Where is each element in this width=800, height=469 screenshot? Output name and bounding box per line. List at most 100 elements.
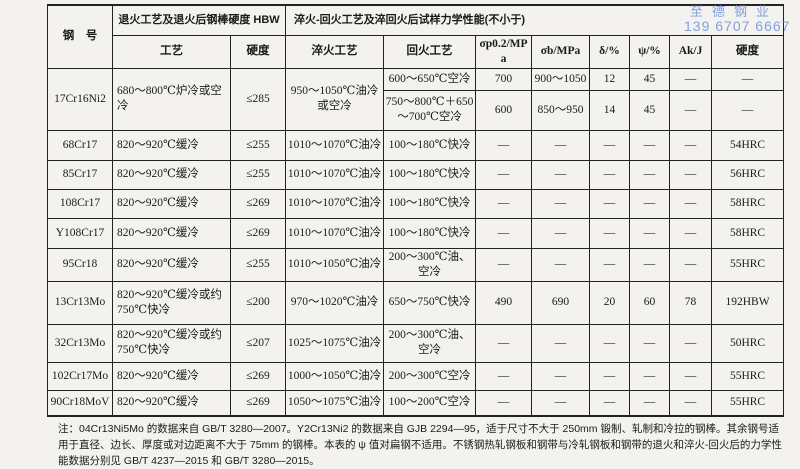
- annealing-process: 820～920℃缓冷: [112, 159, 231, 190]
- temper-process: 200～300℃油、空冷: [383, 247, 477, 282]
- quench-process: 1010～1070℃油冷: [285, 129, 385, 161]
- header-elongation: δ/%: [589, 34, 631, 69]
- quench-process: 950～1050℃油冷或空冷: [285, 67, 385, 131]
- table-row: 90Cr18MoV 820～920℃缓冷 ≤269 1050～1075℃油冷 100～2…: [47, 389, 785, 417]
- temper-process: 600～650℃空冷: [383, 67, 477, 91]
- reduction-area: —: [629, 323, 671, 363]
- reduction-area: —: [629, 217, 671, 249]
- annealing-process: 820～920℃缓冷: [112, 361, 231, 391]
- annealing-hardness: ≤269: [229, 389, 287, 417]
- impact-energy: 78: [669, 280, 713, 325]
- table-row: 95Cr18 820～920℃缓冷 ≤255 1010～1050℃油冷 200～300℃…: [47, 247, 785, 282]
- elongation: —: [589, 247, 631, 282]
- impact-energy: —: [669, 247, 713, 282]
- hardness: 56HRC: [711, 159, 785, 190]
- elongation: 14: [589, 89, 631, 131]
- watermark-phone: 139 6707 6667: [684, 18, 791, 34]
- quench-process: 1050～1075℃油冷: [285, 389, 385, 417]
- impact-energy: —: [669, 159, 713, 190]
- steel-grade: 13Cr13Mo: [47, 280, 113, 325]
- steel-grade: Y108Cr17: [47, 217, 113, 249]
- annealing-hardness: ≤269: [229, 217, 287, 249]
- impact-energy: —: [669, 188, 713, 219]
- tensile-strength: —: [531, 247, 591, 282]
- elongation: —: [589, 361, 631, 391]
- hardness: 54HRC: [711, 129, 785, 161]
- annealing-process: 820～920℃缓冷或约750℃快冷: [112, 280, 231, 325]
- elongation: —: [589, 389, 631, 417]
- quench-process: 1025～1075℃油冷: [285, 323, 385, 363]
- annealing-process: 820～920℃缓冷: [112, 247, 231, 282]
- header-qt-group: 淬火-回火工艺及淬回火后试样力学性能(不小于): [285, 4, 785, 36]
- hardness: 55HRC: [711, 247, 785, 282]
- header-annealing-hardness: 硬度: [229, 34, 287, 69]
- steel-properties-table: 钢 号 退火工艺及退火后钢棒硬度 HBW 淬火-回火工艺及淬回火后试样力学性能(…: [47, 4, 785, 417]
- table-row: 102Cr17Mo 820～920℃缓冷 ≤269 1000～1050℃油冷 200～3…: [47, 361, 785, 391]
- tensile-strength: —: [531, 188, 591, 219]
- yield-strength: —: [475, 389, 533, 417]
- document-body: 钢 号 退火工艺及退火后钢棒硬度 HBW 淬火-回火工艺及淬回火后试样力学性能(…: [47, 4, 787, 469]
- elongation: —: [589, 188, 631, 219]
- temper-process: 200～300℃空冷: [383, 361, 477, 391]
- steel-grade: 85Cr17: [47, 159, 113, 190]
- impact-energy: —: [669, 89, 713, 131]
- tensile-strength: 850～950: [531, 89, 591, 131]
- annealing-hardness: ≤207: [229, 323, 287, 363]
- header-annealing-group: 退火工艺及退火后钢棒硬度 HBW: [111, 4, 287, 36]
- table-row: 13Cr13Mo 820～920℃缓冷或约750℃快冷 ≤200 970～1020℃油…: [47, 280, 785, 325]
- steel-grade: 90Cr18MoV: [47, 389, 113, 417]
- reduction-area: —: [629, 159, 671, 190]
- reduction-area: 45: [629, 89, 671, 131]
- hardness: 50HRC: [711, 323, 785, 363]
- elongation: 12: [589, 67, 631, 91]
- table-row: Y108Cr17 820～920℃缓冷 ≤269 1010～1070℃油冷 100～18…: [47, 217, 785, 249]
- reduction-area: —: [629, 389, 671, 417]
- temper-process: 100～180℃快冷: [383, 129, 477, 161]
- hardness: —: [711, 89, 785, 131]
- header-impact-energy: Ak/J: [669, 34, 713, 69]
- quench-process: 1010～1070℃油冷: [285, 159, 385, 190]
- hardness: 58HRC: [711, 188, 785, 219]
- yield-strength: —: [475, 323, 533, 363]
- elongation: —: [589, 217, 631, 249]
- hardness: 58HRC: [711, 217, 785, 249]
- quench-process: 1010～1070℃油冷: [285, 217, 385, 249]
- hardness: 55HRC: [711, 389, 785, 417]
- annealing-hardness: ≤269: [229, 188, 287, 219]
- header-annealing-process: 工艺: [112, 34, 231, 69]
- header-tensile-strength: σb/MPa: [531, 34, 591, 69]
- table-row: 108Cr17 820～920℃缓冷 ≤269 1010～1070℃油冷 100～180…: [47, 188, 785, 219]
- table-row: 85Cr17 820～920℃缓冷 ≤255 1010～1070℃油冷 100～180℃…: [47, 159, 785, 190]
- table-row: 32Cr13Mo 820～920℃缓冷或约750℃快冷 ≤207 1025～1075℃…: [47, 323, 785, 363]
- reduction-area: —: [629, 188, 671, 219]
- table-note: 注：04Cr13Ni5Mo 的数据来自 GB/T 3280—2007。Y2Cr1…: [58, 423, 782, 467]
- annealing-hardness: ≤269: [229, 361, 287, 391]
- temper-process: 100～180℃快冷: [383, 217, 477, 249]
- tensile-strength: 690: [531, 280, 591, 325]
- elongation: —: [589, 159, 631, 190]
- yield-strength: 700: [475, 67, 533, 91]
- hardness: —: [711, 67, 785, 91]
- header-hardness: 硬度: [711, 34, 785, 69]
- hardness: 55HRC: [711, 361, 785, 391]
- temper-process: 650～750℃快冷: [383, 280, 477, 325]
- steel-grade: 17Cr16Ni2: [47, 67, 113, 131]
- annealing-process: 680～800℃炉冷或空冷: [112, 67, 231, 131]
- yield-strength: 490: [475, 280, 533, 325]
- annealing-process: 820～920℃缓冷: [112, 188, 231, 219]
- header-yield-strength: σp0.2/MPa: [475, 34, 533, 69]
- reduction-area: —: [629, 247, 671, 282]
- temper-process: 100～200℃空冷: [383, 389, 477, 417]
- quench-process: 1010～1070℃油冷: [285, 188, 385, 219]
- impact-energy: —: [669, 361, 713, 391]
- tensile-strength: —: [531, 361, 591, 391]
- tensile-strength: —: [531, 159, 591, 190]
- yield-strength: —: [475, 247, 533, 282]
- header-temper-process: 回火工艺: [383, 34, 477, 69]
- yield-strength: —: [475, 159, 533, 190]
- reduction-area: 45: [629, 67, 671, 91]
- impact-energy: —: [669, 217, 713, 249]
- steel-grade: 95Cr18: [47, 247, 113, 282]
- annealing-hardness: ≤200: [229, 280, 287, 325]
- annealing-hardness: ≤255: [229, 159, 287, 190]
